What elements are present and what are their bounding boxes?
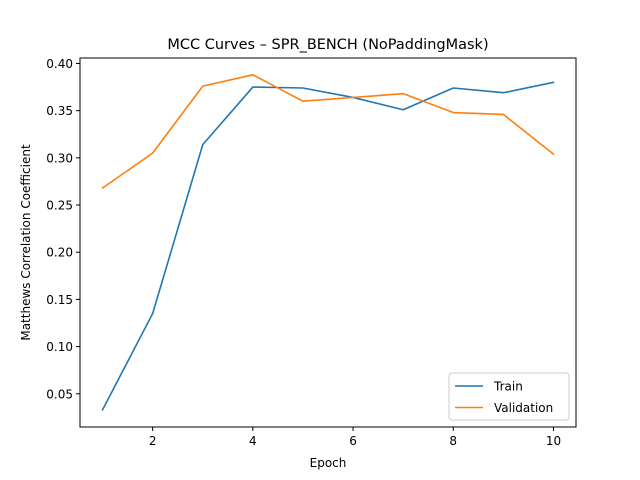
x-tick-label: 6: [349, 434, 357, 448]
series-line-validation: [101, 74, 555, 190]
axes-frame: [79, 57, 577, 428]
chart-title: MCC Curves – SPR_BENCH (NoPaddingMask): [167, 37, 488, 53]
legend-items: Train Validation: [455, 380, 553, 415]
plot-area: 2 4 6 8 10 0.05 0.10 0.15 0.20 0.25 0.30 0.35 0.40: [46, 57, 577, 448]
series-line-train: [101, 81, 555, 411]
legend-label-validation: Validation: [494, 401, 553, 415]
y-tick-label: 0.35: [46, 104, 73, 118]
x-axis-label: Epoch: [310, 456, 347, 470]
y-tick-label: 0.10: [46, 340, 73, 354]
y-tick-label: 0.20: [46, 246, 73, 260]
x-tick-label: 8: [449, 434, 457, 448]
x-tick-label: 10: [546, 434, 561, 448]
y-axis-label: Matthews Correlation Coefficient: [19, 144, 33, 341]
series-group: [101, 74, 555, 411]
legend-label-train: Train: [493, 380, 523, 394]
y-tick-label: 0.25: [46, 199, 73, 213]
x-axis-ticks: 2 4 6 8 10: [149, 427, 561, 448]
y-tick-label: 0.30: [46, 151, 73, 165]
y-tick-label: 0.15: [46, 293, 73, 307]
x-tick-label: 2: [149, 434, 157, 448]
legend: Train Validation: [448, 372, 570, 421]
x-tick-label: 4: [249, 434, 257, 448]
y-tick-label: 0.40: [46, 57, 73, 71]
y-axis-ticks: 0.05 0.10 0.15 0.20 0.25 0.30 0.35 0.40: [46, 57, 80, 401]
y-tick-label: 0.05: [46, 387, 73, 401]
